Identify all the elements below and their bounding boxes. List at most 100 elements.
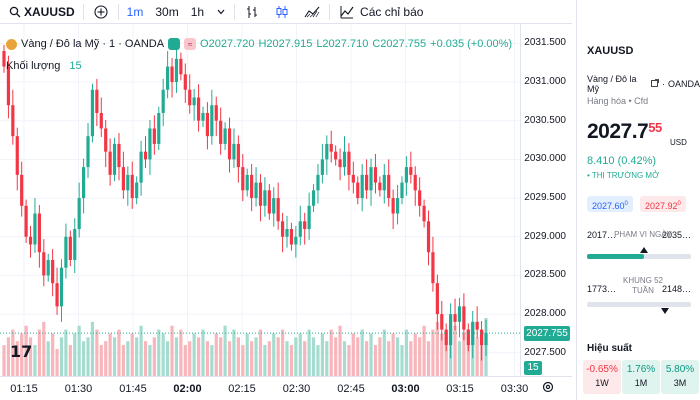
candle bbox=[329, 143, 333, 152]
volume-bar bbox=[431, 329, 435, 376]
volume-bar bbox=[174, 337, 179, 376]
panel-desc-text[interactable]: Vàng / Đô la Mỹ bbox=[587, 74, 637, 94]
chart-area[interactable]: Vàng / Đô la Mỹ · 1 · OANDA ≈ O2027.720 … bbox=[0, 24, 572, 400]
candle bbox=[135, 182, 139, 199]
legend-change: +0.035 (+0.00%) bbox=[430, 38, 513, 50]
time-scale[interactable]: 01:15 01:30 01:45 02:00 02:15 02:30 02:45 03:00… bbox=[0, 376, 572, 400]
price-label: 2028.000 bbox=[524, 308, 566, 320]
interval-30m[interactable]: 30m bbox=[155, 4, 179, 19]
candle bbox=[307, 205, 311, 230]
perf-1m[interactable]: 1.76% 1M bbox=[622, 360, 660, 394]
interval-dropdown[interactable] bbox=[210, 0, 232, 24]
volume-bar bbox=[395, 337, 400, 376]
symbol-details-panel: XAUUSD Vàng / Đô la Mỹ · OANDA Hàng hóa … bbox=[576, 0, 700, 400]
perf-1w[interactable]: -0.65% 1W bbox=[583, 360, 621, 394]
price-label: 2030.000 bbox=[524, 153, 566, 165]
volume-bar bbox=[148, 345, 152, 376]
divider bbox=[329, 3, 331, 20]
day-range-fill bbox=[587, 254, 645, 259]
compare-button[interactable] bbox=[86, 0, 116, 24]
candle bbox=[90, 89, 95, 137]
candle bbox=[130, 174, 134, 199]
candle bbox=[369, 167, 373, 191]
volume-bar bbox=[161, 333, 165, 376]
gear-icon[interactable] bbox=[542, 380, 554, 398]
indicators-button[interactable]: Các chỉ báo bbox=[332, 0, 429, 24]
volume-bar bbox=[11, 329, 15, 376]
volume-bar bbox=[46, 341, 50, 376]
price-scale[interactable]: 2031.500 2031.000 2030.500 2030.000 2029.500… bbox=[520, 24, 572, 376]
interval-1h[interactable]: 1h bbox=[190, 4, 205, 19]
time-label: 03:30 bbox=[500, 383, 529, 395]
candles-icon bbox=[273, 3, 291, 21]
volume-label: Khối lượng bbox=[6, 60, 61, 72]
candle bbox=[33, 213, 37, 245]
perf-3m-value: 5.80% bbox=[665, 364, 695, 375]
chart-legend: Vàng / Đô la Mỹ · 1 · OANDA ≈ O2027.720 … bbox=[6, 38, 512, 50]
candle bbox=[254, 182, 258, 199]
candle bbox=[28, 236, 33, 245]
volume-bar bbox=[121, 345, 125, 376]
bar-type-button[interactable] bbox=[237, 0, 267, 24]
candle bbox=[219, 120, 223, 144]
candle bbox=[81, 167, 86, 199]
volume-bar bbox=[90, 321, 95, 376]
time-label: 02:15 bbox=[228, 383, 256, 395]
candle bbox=[320, 159, 324, 175]
external-link-icon[interactable] bbox=[651, 79, 659, 89]
candle bbox=[404, 167, 409, 183]
candle bbox=[462, 306, 466, 330]
candle bbox=[457, 306, 462, 322]
volume-bar bbox=[117, 329, 121, 376]
volume-bar bbox=[15, 341, 19, 376]
panel-change: 8.410 (0.42%) bbox=[587, 155, 657, 167]
volume-bar bbox=[356, 337, 360, 376]
search-icon bbox=[6, 3, 24, 21]
candle bbox=[431, 252, 435, 284]
tradingview-logo[interactable]: 17 bbox=[10, 342, 33, 361]
candle bbox=[311, 190, 316, 206]
year-range-low: 1773… bbox=[587, 284, 617, 294]
panel-symbol: XAUUSD bbox=[587, 45, 634, 57]
panel-description: Vàng / Đô la Mỹ · OANDA bbox=[587, 74, 700, 94]
volume-bar bbox=[435, 321, 439, 376]
perf-1w-period: 1W bbox=[595, 378, 609, 388]
candle bbox=[179, 58, 183, 75]
symbol-label: XAUUSD bbox=[24, 4, 75, 19]
candle bbox=[347, 151, 351, 175]
market-status: • THỊ TRƯỜNG MỞ bbox=[587, 171, 659, 180]
candle bbox=[471, 321, 475, 346]
volume-bar bbox=[334, 337, 338, 376]
time-label: 01:30 bbox=[64, 383, 93, 395]
perf-3m[interactable]: 5.80% 3M bbox=[661, 360, 699, 394]
volume-bar bbox=[42, 321, 46, 376]
volume-bar bbox=[86, 337, 90, 376]
volume-bar bbox=[307, 329, 311, 376]
volume-bar bbox=[37, 329, 41, 376]
performance-title: Hiệu suất bbox=[587, 343, 633, 354]
candlestick-plot[interactable] bbox=[0, 24, 520, 376]
symbol-search[interactable]: XAUUSD bbox=[0, 0, 81, 24]
candles-button[interactable] bbox=[267, 0, 297, 24]
candles bbox=[2, 44, 488, 361]
interval-1m[interactable]: 1m bbox=[126, 4, 144, 19]
volume-bar bbox=[325, 341, 329, 376]
area-chart-button[interactable] bbox=[297, 0, 327, 24]
candle bbox=[148, 128, 152, 160]
candle bbox=[250, 174, 254, 199]
volume-bar bbox=[201, 329, 205, 376]
volume-bar bbox=[139, 325, 143, 376]
volume-bar bbox=[223, 325, 227, 376]
day-range-high: 2035… bbox=[661, 230, 691, 240]
candle bbox=[387, 174, 391, 199]
price-label: 2031.500 bbox=[524, 37, 566, 49]
volume-bar bbox=[258, 329, 263, 376]
perf-3m-period: 3M bbox=[673, 378, 687, 388]
perf-1w-value: -0.65% bbox=[586, 364, 618, 375]
volume-bar bbox=[152, 337, 156, 376]
legend-open: O2027.720 bbox=[200, 38, 255, 50]
volume-bar bbox=[20, 333, 24, 376]
volume-bar bbox=[365, 341, 369, 376]
candle bbox=[453, 314, 457, 322]
candle bbox=[11, 105, 15, 137]
